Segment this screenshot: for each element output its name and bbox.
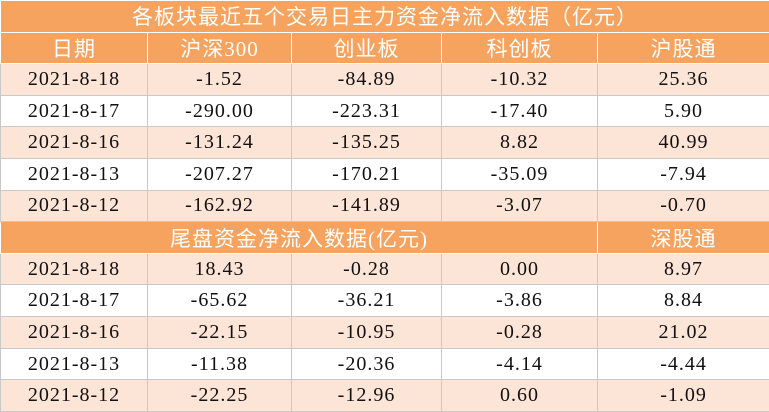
value-cell: -20.36 [291, 347, 442, 381]
value-cell: 8.84 [596, 284, 769, 318]
value-cell: -35.09 [441, 158, 598, 191]
header-cell: 尾盘资金净流入数据(亿元) [0, 221, 598, 254]
value-cell: -290.00 [147, 94, 292, 128]
value-cell: -3.86 [441, 284, 598, 318]
value-cell: -170.21 [291, 158, 442, 191]
value-cell: 0.00 [441, 252, 598, 286]
date-cell: 2021-8-13 [0, 158, 148, 191]
date-cell: 2021-8-18 [0, 252, 148, 286]
value-cell: -22.25 [147, 379, 292, 412]
data-row: 2021-8-18 18.43 -0.28 0.00 8.97 [0, 252, 769, 286]
data-row: 2021-8-12 -22.25 -12.96 0.60 -1.09 [0, 379, 769, 412]
value-cell: -10.95 [291, 316, 442, 349]
header-cell: 创业板 [291, 31, 442, 65]
value-cell: -10.32 [441, 63, 598, 96]
data-row: 2021-8-17 -65.62 -36.21 -3.86 8.84 [0, 284, 769, 318]
header-cell: 沪股通 [596, 31, 769, 65]
date-cell: 2021-8-12 [0, 379, 148, 412]
header-row: 尾盘资金净流入数据(亿元) 深股通 [0, 221, 769, 254]
data-row: 2021-8-13 -11.38 -20.36 -4.14 -4.44 [0, 347, 769, 381]
value-cell: -0.28 [291, 252, 442, 286]
value-cell: 5.90 [596, 94, 769, 128]
data-row: 2021-8-18 -1.52 -84.89 -10.32 25.36 [0, 63, 769, 96]
value-cell: -131.24 [147, 126, 292, 160]
value-cell: -12.96 [291, 379, 442, 412]
value-cell: -207.27 [147, 158, 292, 191]
header-cell: 沪深300 [147, 31, 292, 65]
date-cell: 2021-8-17 [0, 284, 148, 318]
value-cell: 21.02 [596, 316, 769, 349]
value-cell: -3.07 [441, 189, 598, 223]
value-cell: 40.99 [596, 126, 769, 160]
date-cell: 2021-8-17 [0, 94, 148, 128]
value-cell: -162.92 [147, 189, 292, 223]
date-cell: 2021-8-16 [0, 316, 148, 349]
value-cell: 0.60 [441, 379, 598, 412]
header-cell: 科创板 [441, 31, 598, 65]
value-cell: -11.38 [147, 347, 292, 381]
date-cell: 2021-8-16 [0, 126, 148, 160]
value-cell: -65.62 [147, 284, 292, 318]
data-row: 2021-8-16 -22.15 -10.95 -0.28 21.02 [0, 316, 769, 349]
value-cell: 18.43 [147, 252, 292, 286]
value-cell: 8.97 [596, 252, 769, 286]
value-cell: -7.94 [596, 158, 769, 191]
date-cell: 2021-8-12 [0, 189, 148, 223]
table-title: 各板块最近五个交易日主力资金净流入数据（亿元） [0, 0, 769, 33]
data-row: 2021-8-17 -290.00 -223.31 -17.40 5.90 [0, 94, 769, 128]
value-cell: -0.28 [441, 316, 598, 349]
title-row: 各板块最近五个交易日主力资金净流入数据（亿元） [0, 0, 769, 33]
value-cell: -1.09 [596, 379, 769, 412]
value-cell: -223.31 [291, 94, 442, 128]
header-cell: 日期 [0, 31, 148, 65]
date-cell: 2021-8-18 [0, 63, 148, 96]
header-cell: 深股通 [596, 221, 769, 254]
date-cell: 2021-8-13 [0, 347, 148, 381]
value-cell: -36.21 [291, 284, 442, 318]
data-row: 2021-8-13 -207.27 -170.21 -35.09 -7.94 [0, 158, 769, 191]
value-cell: -17.40 [441, 94, 598, 128]
data-row: 2021-8-12 -162.92 -141.89 -3.07 -0.70 [0, 189, 769, 223]
value-cell: -141.89 [291, 189, 442, 223]
value-cell: 25.36 [596, 63, 769, 96]
value-cell: -22.15 [147, 316, 292, 349]
header-row: 日期 沪深300 创业板 科创板 沪股通 [0, 31, 769, 65]
value-cell: -84.89 [291, 63, 442, 96]
value-cell: -4.44 [596, 347, 769, 381]
value-cell: -1.52 [147, 63, 292, 96]
value-cell: 8.82 [441, 126, 598, 160]
value-cell: -0.70 [596, 189, 769, 223]
value-cell: -4.14 [441, 347, 598, 381]
data-row: 2021-8-16 -131.24 -135.25 8.82 40.99 [0, 126, 769, 160]
value-cell: -135.25 [291, 126, 442, 160]
